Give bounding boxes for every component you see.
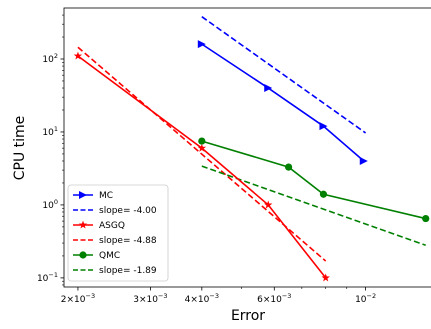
x-tick-label-4: 10−2 (355, 292, 376, 305)
legend-label-qmc: QMC (99, 251, 120, 261)
plot-frame (63, 7, 431, 288)
data-point-mc-2 (319, 122, 328, 131)
data-point-qmc-3 (422, 214, 430, 223)
data-point-asgq-2 (264, 200, 273, 209)
series-line-slope-4-00 (201, 16, 367, 134)
marks-layer (73, 16, 430, 282)
legend-box (67, 184, 169, 282)
data-point-mc-3 (359, 156, 368, 165)
data-point-mc-0 (197, 40, 206, 49)
legend-label-slope-4-88: slope= -4.88 (99, 236, 157, 246)
data-point-asgq-0 (73, 51, 83, 60)
y-tick-label-0: 10−1 (37, 271, 58, 284)
x-tick-label-2: 4×10−3 (185, 292, 219, 305)
data-point-qmc-2 (319, 190, 328, 198)
x-tick-label-3: 6×10−3 (257, 292, 291, 305)
legend: MC slope= -4.00 ASGQ slope= -4.88 QMC slope= … (67, 184, 169, 282)
y-tick-label-2: 101 (42, 125, 58, 138)
legend-label-slope-1-89: slope= -1.89 (99, 266, 157, 276)
legend-label-slope-4-00: slope= -4.00 (99, 206, 157, 216)
y-axis-label: CPU time (12, 116, 28, 181)
data-point-qmc-1 (284, 163, 293, 171)
series-line-mc (201, 43, 365, 162)
data-point-mc-1 (264, 84, 273, 93)
y-tick-label-1: 100 (42, 198, 58, 211)
series-line-qmc (201, 140, 426, 220)
x-axis-label: Error (231, 308, 265, 324)
legend-label-asgq: ASGQ (99, 221, 125, 231)
legend-marker-asgq (78, 220, 88, 229)
legend-marker-qmc (79, 251, 87, 259)
x-tick-label-1: 3×10−3 (133, 292, 167, 305)
y-tick-label-3: 102 (42, 52, 58, 65)
data-point-asgq-1 (197, 143, 207, 152)
legend-label-mc: MC (99, 191, 113, 201)
series-line-slope-1-89 (201, 165, 426, 247)
data-point-qmc-0 (198, 137, 206, 145)
x-tick-label-0: 2×10−3 (61, 292, 95, 305)
legend-marker-mc (79, 191, 87, 199)
series-line-asgq (77, 55, 327, 279)
data-point-asgq-3 (321, 273, 330, 282)
ticks-layer: 2×10−3 3×10−3 4×10−3 6×10−3 10−2 10−1 100 101 10… (37, 14, 376, 305)
